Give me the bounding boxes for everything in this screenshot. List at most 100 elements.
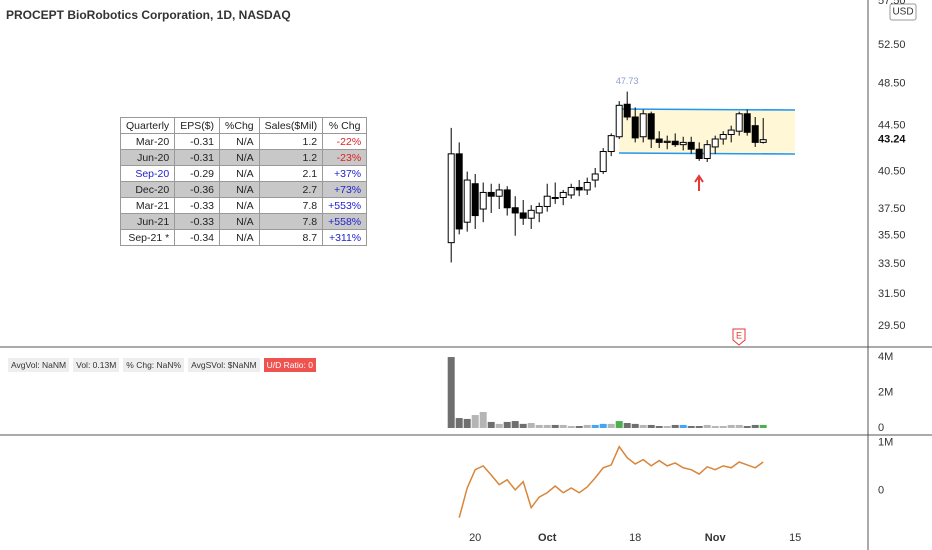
- y-tick-label: 37.50: [878, 203, 906, 215]
- candle-body: [535, 205, 543, 214]
- candle-body: [759, 139, 767, 143]
- table-cell: 1.2: [258, 149, 324, 166]
- table-cell: N/A: [219, 181, 260, 198]
- candle-body: [695, 148, 703, 160]
- candle-body: [623, 103, 631, 118]
- candle-body: [727, 129, 735, 136]
- table-cell: N/A: [219, 149, 260, 166]
- table-cell: -0.31: [174, 149, 221, 166]
- candle-body: [655, 138, 663, 143]
- volume-bar: [671, 424, 679, 428]
- volume-bar: [719, 426, 727, 428]
- volume-bar: [559, 424, 567, 428]
- table-cell: -0.34: [174, 229, 221, 246]
- arrow: [694, 174, 704, 191]
- table-cell: N/A: [219, 165, 260, 182]
- volume-bar: [495, 423, 503, 428]
- table-row: Sep-21 * -0.34 N/A 8.7 +311%: [119, 229, 368, 246]
- x-tick-label: 18: [629, 532, 641, 544]
- y-tick-label: 4M: [878, 351, 893, 363]
- volume-bar: [759, 424, 767, 428]
- y-tick-label: 48.50: [878, 78, 906, 90]
- table-cell: 2.1: [258, 165, 324, 182]
- earnings-label: E: [736, 330, 742, 340]
- volume-bar: [479, 412, 487, 428]
- candle-body: [575, 186, 583, 191]
- volume-bar: [447, 357, 455, 428]
- table-cell: 1.2: [258, 133, 324, 150]
- volume-bar: [535, 424, 543, 428]
- volume-bar: [615, 421, 623, 428]
- table-cell: N/A: [219, 197, 260, 214]
- table-cell: -0.33: [174, 213, 221, 230]
- candle-body: [671, 140, 679, 146]
- table-cell: -0.31: [174, 133, 221, 150]
- candle-body: [479, 191, 487, 210]
- table-cell: 8.7: [258, 229, 324, 246]
- volume-bar: [695, 426, 703, 428]
- legend-item: Vol: 0.13M: [73, 358, 120, 372]
- y-tick-label: 0: [878, 422, 884, 434]
- earnings-marker: [732, 328, 746, 346]
- candle-body: [591, 173, 599, 181]
- legend-item: AvgVol: NaNM: [8, 358, 70, 372]
- table-cell: Mar-21: [119, 197, 176, 214]
- table-cell: N/A: [219, 213, 260, 230]
- y-tick-label: 0: [878, 485, 884, 497]
- channel-line: [618, 108, 796, 111]
- candle-body: [743, 113, 751, 133]
- volume-bar: [647, 424, 655, 428]
- candle-body: [495, 189, 503, 197]
- table-row: Sep-20 -0.29 N/A 2.1 +37%: [119, 165, 368, 182]
- table-header: Quarterly EPS($) %Chg Sales($Mil)% Chg: [119, 117, 368, 134]
- candle-body: [711, 138, 719, 148]
- candle-body: [559, 191, 567, 198]
- table-cell: -23%: [322, 149, 368, 166]
- legend-item: AvgSVol: $NaNM: [188, 358, 260, 372]
- volume-bar: [735, 424, 743, 428]
- column-header: %Chg: [219, 117, 260, 134]
- candle-body: [599, 151, 607, 173]
- volume-legend: AvgVol: NaNM Vol: 0.13M% Chg: NaN% AvgSVol…: [8, 358, 316, 372]
- column-header: Sales($Mil): [258, 117, 324, 134]
- y-tick-label: 2M: [878, 386, 893, 398]
- currency: USD: [892, 7, 913, 18]
- volume-bar: [743, 426, 751, 428]
- candle-body: [551, 196, 559, 199]
- table-cell: +311%: [322, 229, 368, 246]
- table-row: Dec-20 -0.36 N/A 2.7 +73%: [119, 181, 368, 198]
- volume-bar: [599, 423, 607, 428]
- candle-body: [687, 141, 695, 150]
- y-tick-label: 33.50: [878, 258, 906, 270]
- candle-body: [647, 113, 655, 140]
- volume-bar: [679, 424, 687, 428]
- currency-box: [889, 3, 917, 21]
- last-price: 43.24: [878, 134, 906, 146]
- table-cell: Sep-21 *: [119, 229, 176, 246]
- candle-body: [679, 141, 687, 146]
- volume-bar: [487, 421, 495, 428]
- volume-bar: [519, 423, 527, 428]
- column-header: % Chg: [322, 117, 368, 134]
- candle-body: [751, 125, 759, 143]
- candle-body: [447, 153, 455, 244]
- table-cell: N/A: [219, 229, 260, 246]
- table-cell: -0.36: [174, 181, 221, 198]
- volume-bar: [583, 424, 591, 428]
- candle-body: [519, 212, 527, 219]
- volume-bar: [511, 421, 519, 428]
- volume-bar: [527, 423, 535, 428]
- volume-bar: [463, 418, 471, 428]
- volume-bar: [455, 418, 463, 428]
- candle-body: [463, 179, 471, 223]
- chart-title: PROCEPT BioRobotics Corporation, 1D, NAS…: [6, 8, 291, 22]
- table-cell: Mar-20: [119, 133, 176, 150]
- table-cell: Sep-20: [119, 165, 176, 182]
- table-cell: Jun-20: [119, 149, 176, 166]
- candle-body: [735, 113, 743, 132]
- table-cell: 7.8: [258, 197, 324, 214]
- candle-body: [543, 195, 551, 207]
- candle-body: [631, 116, 639, 139]
- volume-bar: [711, 426, 719, 428]
- table-cell: +37%: [322, 165, 368, 182]
